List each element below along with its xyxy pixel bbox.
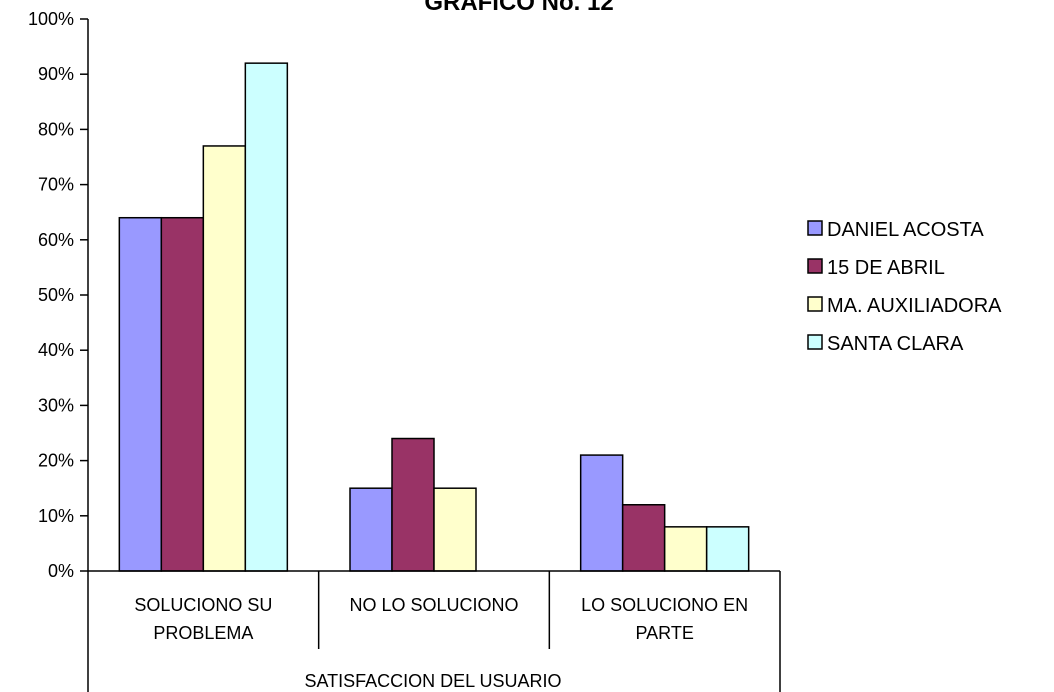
y-tick-label: 40% [38, 340, 74, 360]
x-axis: SOLUCIONO SU PROBLEMA NO LO SOLUCIONO LO SO… [87, 570, 781, 692]
x-tick-label: SOLUCIONO SU [134, 595, 272, 615]
x-tick-label: PROBLEMA [153, 623, 253, 643]
y-axis: 0% 10% 20% 30% 40% 50% 60% 70% 80% 90% 100% [28, 9, 89, 581]
y-tick-label: 20% [38, 451, 74, 471]
y-tick-label: 60% [38, 230, 74, 250]
bar [391, 437, 435, 572]
bar [621, 504, 666, 572]
legend-swatch [807, 220, 823, 236]
y-tick-label: 50% [38, 285, 74, 305]
y-tick-label: 0% [48, 561, 74, 581]
bar [705, 526, 750, 572]
bars [118, 62, 750, 572]
y-tick-label: 90% [38, 64, 74, 84]
legend-label: DANIEL ACOSTA [827, 219, 984, 241]
legend-swatch [807, 258, 823, 274]
x-tick-label: NO LO SOLUCIONO [349, 595, 518, 615]
x-tick-label: PARTE [635, 623, 693, 643]
bar [244, 62, 289, 572]
bar [202, 145, 247, 572]
bar [118, 216, 163, 572]
chart-title: GRAFICO No. 12 [424, 0, 613, 16]
bar [579, 454, 624, 572]
x-axis-label: SATISFACCION DEL USUARIO [304, 671, 561, 691]
y-tick-label: 10% [38, 506, 74, 526]
legend-swatch [807, 296, 823, 312]
y-tick-label: 70% [38, 175, 74, 195]
bar [663, 526, 708, 572]
legend-label: MA. AUXILIADORA [827, 295, 1002, 317]
legend-label: SANTA CLARA [827, 333, 964, 355]
bar [433, 487, 477, 572]
y-tick-label: 100% [28, 9, 74, 29]
y-tick-label: 30% [38, 395, 74, 415]
bar [160, 216, 205, 572]
legend: DANIEL ACOSTA 15 DE ABRIL MA. AUXILIADORA S… [807, 219, 1002, 355]
bar [349, 487, 393, 572]
y-tick-label: 80% [38, 119, 74, 139]
legend-swatch [807, 334, 823, 350]
x-tick-label: LO SOLUCIONO EN [581, 595, 748, 615]
legend-label: 15 DE ABRIL [827, 257, 945, 279]
